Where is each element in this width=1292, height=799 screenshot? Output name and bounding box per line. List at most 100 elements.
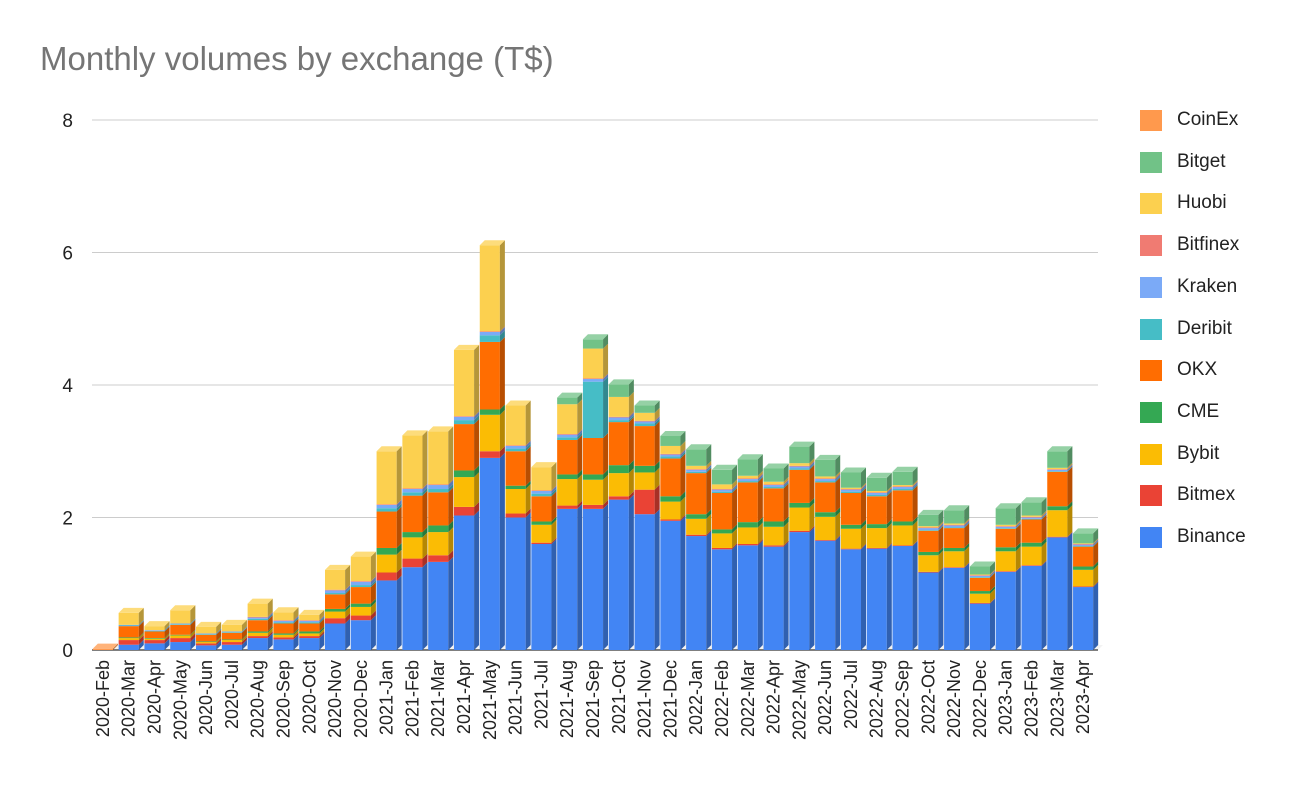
bar-top-cap xyxy=(944,505,970,511)
bar-segment xyxy=(531,519,557,543)
bar-segment xyxy=(505,484,531,514)
bar-segment xyxy=(969,572,995,578)
bar-segment xyxy=(969,598,995,650)
bar-segment xyxy=(247,611,273,618)
bar-segment xyxy=(1073,561,1099,570)
bar-segment xyxy=(1047,464,1073,470)
bar-segment xyxy=(969,597,995,604)
bars xyxy=(92,240,1099,650)
bar-segment xyxy=(711,486,738,493)
legend-label: Bitmex xyxy=(1177,484,1236,506)
bar-top-cap xyxy=(376,446,402,452)
x-tick-label: 2020-Aug xyxy=(248,660,268,738)
bar-segment xyxy=(686,466,712,474)
bar-segment xyxy=(1021,560,1047,650)
bar-segment xyxy=(299,618,325,632)
bar-segment xyxy=(247,631,273,639)
bar-segment xyxy=(247,612,273,619)
bar-segment xyxy=(634,509,660,650)
bar-segment xyxy=(686,531,712,650)
bar-segment xyxy=(118,633,144,641)
bar-segment xyxy=(221,639,247,650)
x-tick-label: 2022-Aug xyxy=(867,660,887,738)
bar-segment xyxy=(582,334,609,349)
x-tick-label: 2022-Apr xyxy=(764,660,784,734)
bar-top-cap xyxy=(144,621,170,627)
bar-segment xyxy=(634,460,660,473)
x-tick-label: 2020-May xyxy=(170,660,190,740)
bar-segment xyxy=(1021,512,1047,519)
bar-segment xyxy=(428,426,454,485)
bar-segment xyxy=(660,449,686,457)
bar-segment xyxy=(144,625,170,632)
bar-segment xyxy=(995,566,1021,650)
bar-segment xyxy=(789,527,815,650)
x-tick-label: 2021-Oct xyxy=(609,660,629,734)
bar-segment xyxy=(995,546,1021,572)
bar-top-cap xyxy=(92,643,118,649)
bar-segment xyxy=(247,626,273,633)
bar-segment xyxy=(840,544,867,650)
bar-segment xyxy=(737,517,763,528)
bar-segment xyxy=(479,409,505,452)
bar-top-cap xyxy=(324,564,351,570)
x-tick-label: 2022-Nov xyxy=(944,660,964,738)
bar-top-cap xyxy=(660,431,686,437)
bar-segment xyxy=(969,570,995,578)
bar-segment xyxy=(428,520,454,533)
bar-segment xyxy=(1021,513,1047,520)
bar-segment xyxy=(196,640,222,650)
bar-segment xyxy=(1073,538,1099,544)
bar-segment xyxy=(608,417,634,466)
bar-segment xyxy=(273,618,299,634)
bar-segment xyxy=(815,511,841,541)
bar-segment xyxy=(815,507,841,517)
bar-top-cap xyxy=(350,551,376,557)
bar-segment xyxy=(505,446,531,486)
bar-segment xyxy=(350,582,376,604)
bar-segment xyxy=(634,416,660,424)
bar-segment xyxy=(892,466,918,486)
bar-segment xyxy=(763,521,789,546)
x-tick-label: 2021-Sep xyxy=(583,660,603,738)
bar-segment xyxy=(608,468,634,497)
bar-segment xyxy=(428,556,454,650)
bar-segment xyxy=(969,586,995,594)
bar-segment xyxy=(144,633,170,641)
bar-segment xyxy=(711,524,738,534)
bar-segment xyxy=(840,484,867,492)
bar-segment xyxy=(531,539,557,650)
bar-segment xyxy=(479,452,505,650)
bar-segment xyxy=(840,467,867,488)
bar-segment xyxy=(866,487,892,495)
legend-label: Deribit xyxy=(1177,317,1232,339)
bar-segment xyxy=(479,327,505,336)
bar-segment xyxy=(1073,528,1099,544)
bar-segment xyxy=(273,629,299,638)
bar-segment xyxy=(789,502,815,531)
bar-segment xyxy=(221,627,247,633)
bar-segment xyxy=(273,628,299,635)
bar-segment xyxy=(737,454,763,476)
bar-segment xyxy=(1021,537,1047,547)
bar-segment xyxy=(221,619,247,632)
bar-segment xyxy=(1073,564,1099,587)
bar-segment xyxy=(969,569,995,576)
bar-segment xyxy=(299,626,325,634)
x-tick-label: 2020-Jun xyxy=(196,660,216,735)
bar-segment xyxy=(196,628,222,635)
y-tick-label: 2 xyxy=(62,509,73,530)
bar-segment xyxy=(1047,464,1073,472)
bar-segment xyxy=(866,519,892,529)
bar-segment xyxy=(505,443,531,452)
bar-segment xyxy=(840,543,867,550)
bar-segment xyxy=(737,540,763,650)
y-tick-label: 6 xyxy=(62,244,73,265)
x-tick-label: 2021-Jul xyxy=(531,660,551,729)
bar-segment xyxy=(299,628,325,637)
bar-segment xyxy=(711,528,738,548)
bar-segment xyxy=(453,415,480,425)
bar-segment xyxy=(608,379,634,397)
legend-label: Binance xyxy=(1177,526,1246,547)
x-tick-label: 2020-Sep xyxy=(273,660,293,738)
